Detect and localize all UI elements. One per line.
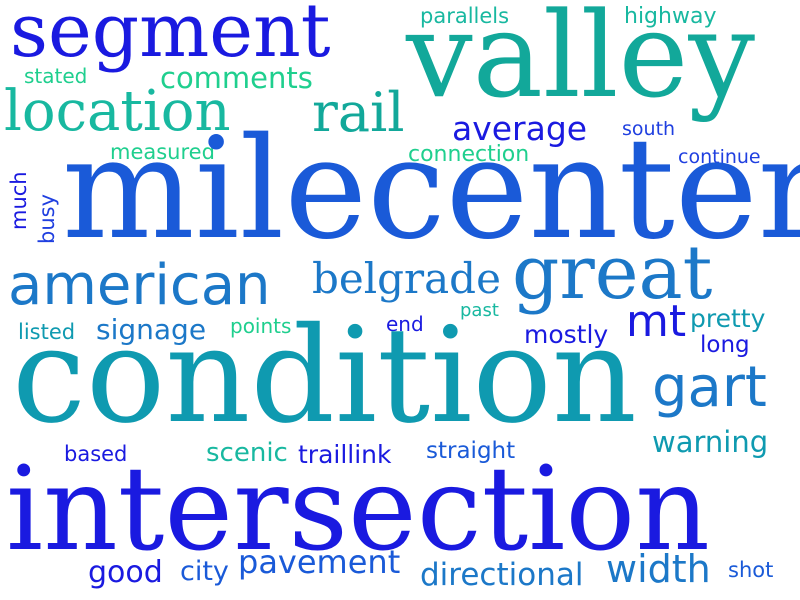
word-rail: rail [312, 81, 405, 144]
word-end: end [386, 312, 424, 336]
word-stated: stated [24, 64, 88, 88]
word-belgrade: belgrade [312, 254, 501, 303]
word-highway: highway [624, 4, 717, 29]
word-pretty: pretty [690, 304, 766, 333]
word-valley: valley [406, 0, 755, 124]
word-much: much [7, 171, 31, 230]
word-past: past [460, 300, 499, 321]
word-straight: straight [426, 438, 516, 464]
word-continue: continue [678, 146, 761, 168]
word-south: south [622, 118, 676, 140]
word-measured: measured [110, 140, 215, 164]
word-intersection: intersection [6, 442, 710, 577]
word-shot: shot [728, 558, 774, 582]
word-mt: mt [626, 296, 687, 347]
word-points: points [230, 314, 292, 338]
word-condition: condition [12, 299, 637, 453]
word-city: city [180, 556, 229, 587]
word-segment: segment [10, 0, 331, 74]
word-signage: signage [96, 313, 207, 346]
word-based: based [64, 442, 128, 466]
word-good: good [88, 555, 163, 590]
word-directional: directional [420, 557, 584, 593]
word-average: average [452, 109, 588, 148]
word-busy: busy [35, 193, 59, 244]
word-mostly: mostly [524, 320, 609, 349]
word-gart: gart [652, 355, 767, 420]
word-warning: warning [652, 425, 769, 459]
word-traillink: traillink [298, 440, 392, 469]
word-location: location [4, 79, 231, 144]
word-width: width [606, 547, 711, 591]
word-parallels: parallels [420, 4, 510, 28]
word-comments: comments [160, 61, 313, 95]
word-scenic: scenic [206, 438, 288, 468]
word-american: american [8, 253, 271, 318]
word-great: great [512, 230, 713, 316]
word-connection: connection [408, 142, 530, 167]
word-milecenter: milecenter [62, 108, 800, 271]
word-pavement: pavement [238, 543, 401, 581]
word-listed: listed [18, 320, 76, 344]
word-long: long [700, 332, 750, 358]
